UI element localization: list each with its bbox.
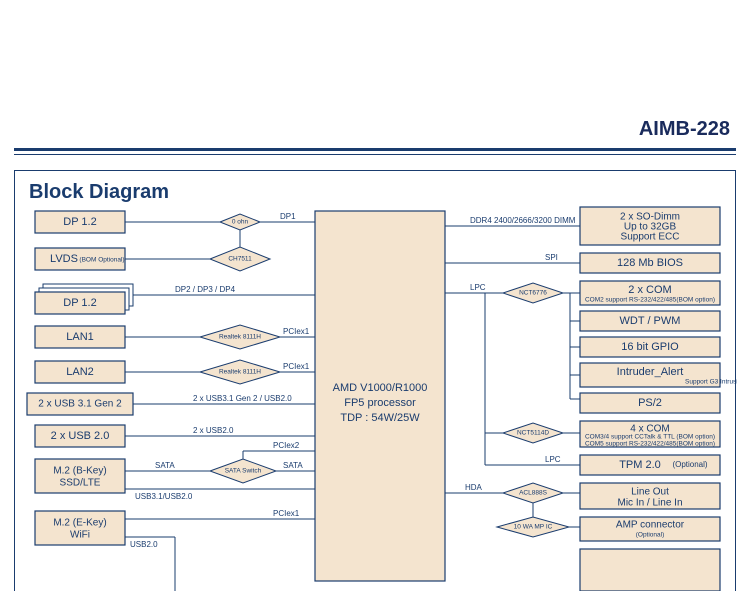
lbl-lineout1: Line Out (631, 487, 669, 498)
line-dp234: DP2 / DP3 / DP4 (175, 285, 236, 294)
line-sata2: SATA (283, 461, 303, 470)
lbl-ohm: 0 ohn (232, 219, 249, 226)
rule-thin (14, 154, 736, 155)
lbl-m2b1: M.2 (B-Key) (53, 466, 106, 477)
product-title: AIMB-228 (639, 118, 730, 141)
lbl-com2sub: COM2 support RS-232/422/485(BOM option) (585, 297, 715, 304)
cpu-l1: AMD V1000/R1000 (333, 382, 428, 394)
block-diagram-svg: AMD V1000/R1000 FP5 processor TDP : 54W/… (15, 171, 737, 591)
page: AIMB-228 Block Diagram AMD V1000/R1000 F… (0, 0, 750, 591)
line-pciex1a: PCIex1 (283, 327, 310, 336)
lbl-com2: 2 x COM (628, 284, 671, 296)
lbl-gpio: 16 bit GPIO (621, 341, 679, 353)
lbl-ampconn-sub: (Optional) (636, 532, 665, 539)
lbl-tpm-sub: (Optional) (672, 460, 707, 469)
lbl-lan2: LAN2 (66, 366, 94, 378)
lbl-usb20: 2 x USB 2.0 (51, 430, 110, 442)
line-pciex1b: PCIex1 (283, 362, 310, 371)
line-pciex1c: PCIex1 (273, 509, 300, 518)
lbl-nct6776: NCT6776 (519, 290, 547, 297)
box-extra (580, 549, 720, 591)
lbl-intruder-sub: Support G3 Intrusion (685, 379, 737, 386)
lbl-ch7511: CH7511 (228, 256, 252, 263)
line-pciex2: PCIex2 (273, 441, 300, 450)
lbl-realtek1: Realtek 8111H (219, 334, 261, 341)
lbl-acl888s: ACL888S (519, 490, 547, 497)
line-usb31: 2 x USB3.1 Gen 2 / USB2.0 (193, 394, 292, 403)
lbl-nct5114d: NCT5114D (517, 430, 549, 437)
line-lpc1: LPC (470, 283, 486, 292)
lbl-m2b2: SSD/LTE (60, 478, 101, 489)
line-sata1: SATA (155, 461, 175, 470)
lbl-sataswitch: SATA Switch (225, 468, 262, 475)
lbl-dp12: DP 1.2 (63, 216, 96, 228)
lbl-realtek2: Realtek 8111H (219, 369, 261, 376)
cpu-l2: FP5 processor (344, 397, 416, 409)
lbl-tpm: TPM 2.0 (619, 459, 661, 471)
lbl-m2e2: WiFi (70, 530, 90, 541)
lbl-ampconn: AMP connector (616, 520, 685, 531)
line-usb20b: USB2.0 (130, 540, 158, 549)
lbl-intruder: Intruder_Alert (617, 366, 684, 378)
lbl-sodimm3: Support ECC (621, 232, 680, 243)
lbl-ampic: 10 WA MP IC (514, 524, 553, 531)
line-spi: SPI (545, 253, 558, 262)
lbl-bios: 128 Mb BIOS (617, 257, 683, 269)
line-hda: HDA (465, 483, 483, 492)
line-dp1: DP1 (280, 212, 296, 221)
lbl-lineout2: Mic In / Line In (617, 498, 682, 509)
lbl-m2e1: M.2 (E-Key) (53, 518, 106, 529)
lbl-lvds: LVDS (50, 253, 78, 265)
lbl-dp12b: DP 1.2 (63, 297, 96, 309)
lbl-com4s2: COM5 support RS-232/422/485(BOM option) (585, 441, 715, 448)
line-lpc2: LPC (545, 455, 561, 464)
lbl-lvds-sub: (BOM Optional) (79, 257, 124, 264)
line-usb20: 2 x USB2.0 (193, 426, 234, 435)
lbl-usb31: 2 x USB 3.1 Gen 2 (38, 399, 122, 410)
line-usb3120: USB3.1/USB2.0 (135, 492, 193, 501)
lbl-wdt: WDT / PWM (620, 315, 681, 327)
lbl-com4s1: COM3/4 support CCTalk & TTL (BOM option) (585, 434, 715, 441)
lbl-ps2: PS/2 (638, 397, 662, 409)
cpu-l3: TDP : 54W/25W (340, 412, 420, 424)
lbl-lan1: LAN1 (66, 331, 94, 343)
rule-thick (14, 148, 736, 151)
diagram-frame: Block Diagram AMD V1000/R1000 FP5 proces… (14, 170, 736, 591)
line-ddr4: DDR4 2400/2666/3200 DIMM (470, 216, 576, 225)
